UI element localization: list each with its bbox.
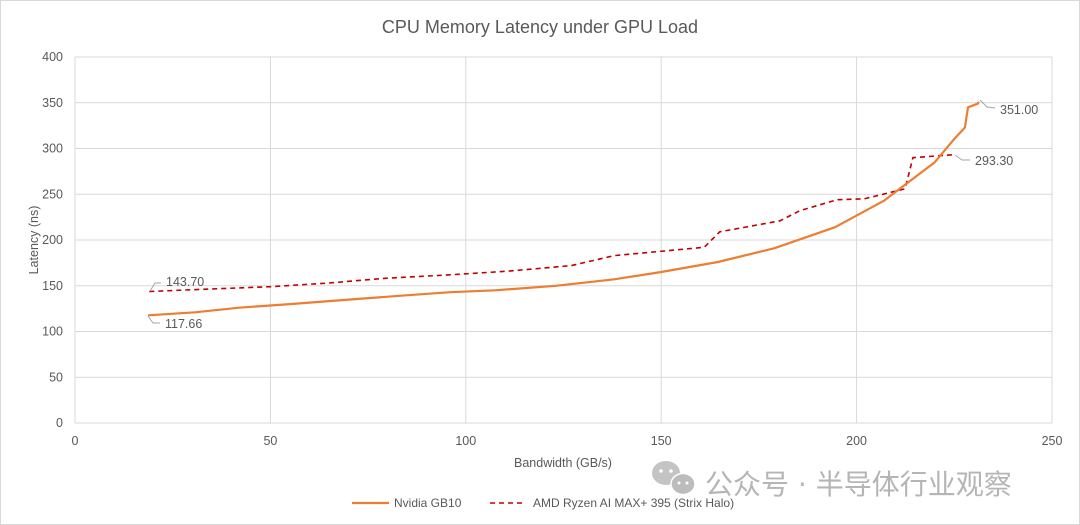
chart-title: CPU Memory Latency under GPU Load bbox=[382, 17, 698, 37]
x-tick-label: 0 bbox=[72, 434, 79, 448]
leader-line-gb10-start bbox=[147, 315, 160, 324]
legend-label-gb10: Nvidia GB10 bbox=[394, 496, 462, 510]
y-tick-label: 200 bbox=[42, 233, 63, 247]
series-line-nvidia-gb10 bbox=[148, 101, 980, 317]
leader-line-gb10-end bbox=[979, 99, 996, 109]
data-label-gb10-end: 351.00 bbox=[1000, 103, 1038, 117]
leader-line-amd-end bbox=[954, 154, 970, 161]
x-tick-label: 50 bbox=[263, 434, 277, 448]
y-tick-label: 400 bbox=[42, 50, 63, 64]
watermark: 公众号 · 半导体行业观察 bbox=[652, 461, 1012, 501]
leader-line-amd-start bbox=[149, 282, 161, 292]
y-tick-label: 0 bbox=[56, 416, 63, 430]
x-axis-ticks: 0 50 100 150 200 250 bbox=[72, 434, 1063, 448]
legend: Nvidia GB10 AMD Ryzen AI MAX+ 395 (Strix… bbox=[352, 496, 734, 510]
y-tick-label: 250 bbox=[42, 187, 63, 201]
legend-label-amd: AMD Ryzen AI MAX+ 395 (Strix Halo) bbox=[533, 496, 734, 510]
x-axis-label: Bandwidth (GB/s) bbox=[514, 456, 612, 470]
data-label-gb10-start: 117.66 bbox=[165, 317, 202, 331]
x-tick-label: 150 bbox=[651, 434, 672, 448]
x-tick-label: 100 bbox=[455, 434, 476, 448]
x-tick-label: 200 bbox=[846, 434, 867, 448]
data-label-amd-end: 293.30 bbox=[975, 154, 1013, 168]
x-tick-label: 250 bbox=[1042, 434, 1063, 448]
y-tick-label: 350 bbox=[42, 96, 63, 110]
y-tick-label: 300 bbox=[42, 142, 63, 156]
y-tick-label: 50 bbox=[49, 370, 63, 384]
data-label-amd-start: 143.70 bbox=[166, 275, 204, 289]
y-axis-ticks: 0 50 100 150 200 250 300 350 400 bbox=[42, 50, 63, 430]
y-axis-label: Latency (ns) bbox=[27, 206, 41, 275]
gridlines bbox=[74, 56, 1053, 424]
y-tick-label: 150 bbox=[42, 279, 63, 293]
watermark-text: 公众号 · 半导体行业观察 bbox=[705, 468, 1012, 501]
y-tick-label: 100 bbox=[42, 325, 63, 339]
wechat-icon bbox=[652, 461, 696, 496]
